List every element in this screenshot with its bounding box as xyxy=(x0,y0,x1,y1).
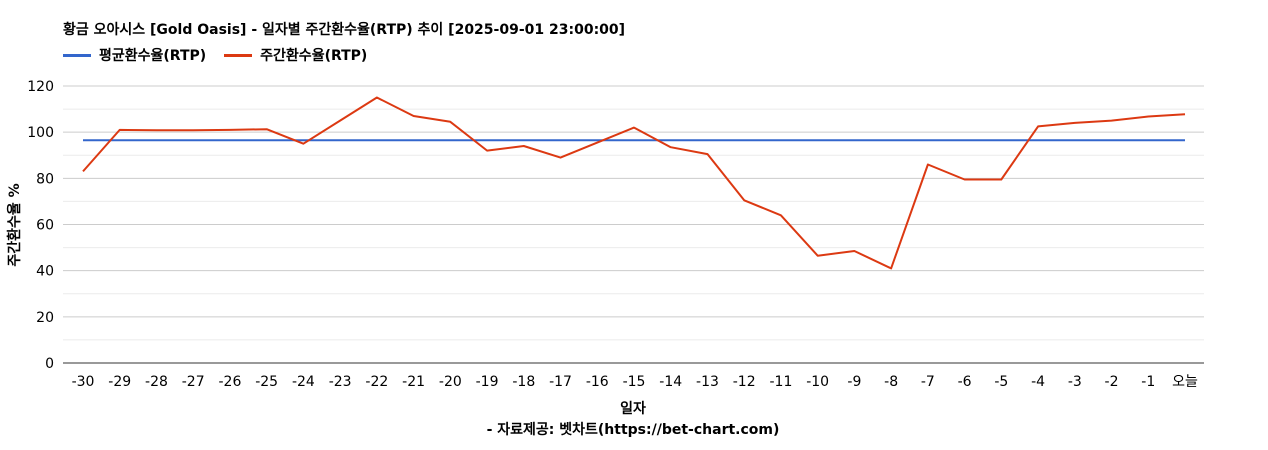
grid-layer xyxy=(63,85,1204,341)
y-tick-label: 80 xyxy=(36,171,54,187)
x-tick-label: -2 xyxy=(1105,374,1119,390)
legend: 평균환수율(RTP) 주간환수율(RTP) xyxy=(63,45,385,65)
y-axis-title: 주간환수율 % xyxy=(6,183,23,266)
x-tick-label: -24 xyxy=(292,374,315,390)
x-tick-label: -4 xyxy=(1031,374,1045,390)
y-tick-label: 100 xyxy=(27,125,54,141)
y-tick-label: 0 xyxy=(45,356,54,372)
legend-label-average: 평균환수율(RTP) xyxy=(99,48,207,64)
x-tick-label: -9 xyxy=(847,374,861,390)
x-tick-label: -23 xyxy=(329,374,352,390)
x-tick-label: -1 xyxy=(1141,374,1155,390)
series-line-weekly[interactable] xyxy=(82,96,1186,270)
x-tick-label: 오늘 xyxy=(1172,374,1198,390)
x-tick-label: -7 xyxy=(921,374,935,390)
x-tick-label: -10 xyxy=(806,374,829,390)
x-tick-label: -5 xyxy=(994,374,1008,390)
x-tick-label: -27 xyxy=(182,374,205,390)
x-tick-label: -14 xyxy=(659,374,682,390)
series-layer xyxy=(82,96,1186,270)
legend-swatch-weekly xyxy=(224,53,253,57)
source-note: - 자료제공: 벳차트(https://bet-chart.com) xyxy=(487,421,780,438)
x-tick-label: -16 xyxy=(586,374,609,390)
x-tick-label: -26 xyxy=(218,374,241,390)
x-tick-label: -13 xyxy=(696,374,719,390)
chart-title: 황금 오아시스 [Gold Oasis] - 일자별 주간환수율(RTP) 추이… xyxy=(63,22,626,38)
y-tick-label: 40 xyxy=(36,264,54,280)
y-tick-label: 120 xyxy=(27,79,54,95)
x-tick-label: -12 xyxy=(733,374,756,390)
x-axis-title: 일자 xyxy=(620,401,646,417)
x-tick-label: -17 xyxy=(549,374,572,390)
y-tick-label: 20 xyxy=(36,310,54,326)
legend-label-weekly: 주간환수율(RTP) xyxy=(260,48,368,64)
legend-swatch-average xyxy=(63,53,91,57)
x-tick-label: -6 xyxy=(958,374,972,390)
x-tick-label: -30 xyxy=(72,374,95,390)
x-tick-label: -20 xyxy=(439,374,462,390)
x-tick-label: -22 xyxy=(365,374,388,390)
x-tick-label: -8 xyxy=(884,374,898,390)
x-tick-label: -18 xyxy=(512,374,535,390)
x-tick-label: -19 xyxy=(476,374,499,390)
x-tick-label: -28 xyxy=(145,374,168,390)
x-tick-label: -11 xyxy=(769,374,792,390)
legend-item-weekly[interactable]: 주간환수율(RTP) xyxy=(224,45,367,65)
y-tick-label: 60 xyxy=(36,218,54,234)
x-tick-label: -29 xyxy=(108,374,131,390)
x-tick-label: -3 xyxy=(1068,374,1082,390)
x-tick-label: -15 xyxy=(623,374,646,390)
x-tick-label: -21 xyxy=(402,374,425,390)
legend-item-average[interactable]: 평균환수율(RTP) xyxy=(63,45,206,65)
x-tick-label: -25 xyxy=(255,374,278,390)
